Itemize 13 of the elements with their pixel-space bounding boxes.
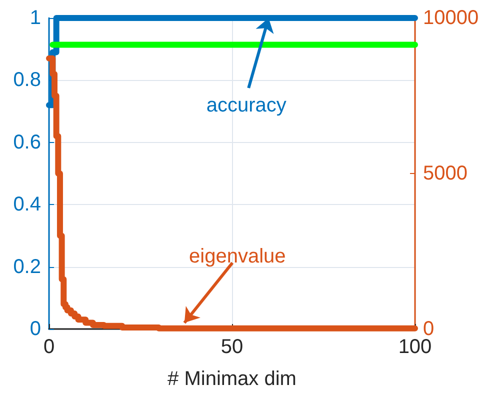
annotation: accuracy: [206, 94, 286, 117]
y-tick-label: 0.4: [13, 194, 41, 216]
y-tick-label: 0: [30, 318, 41, 340]
y-tick-label: 0.8: [13, 69, 41, 92]
y-tick-label: 0.6: [13, 131, 41, 154]
y-tick-label: 1: [30, 7, 41, 29]
x-tick-label: 50: [220, 336, 244, 358]
y-tick-label: 0.2: [13, 256, 41, 278]
x-axis-title: # Minimax dim: [168, 368, 296, 390]
y2-tick-label: 10000: [423, 7, 479, 29]
annotation: eigenvalue: [189, 246, 286, 268]
y2-tick-label: 5000: [423, 162, 468, 184]
x-tick-label: 0: [43, 336, 55, 358]
